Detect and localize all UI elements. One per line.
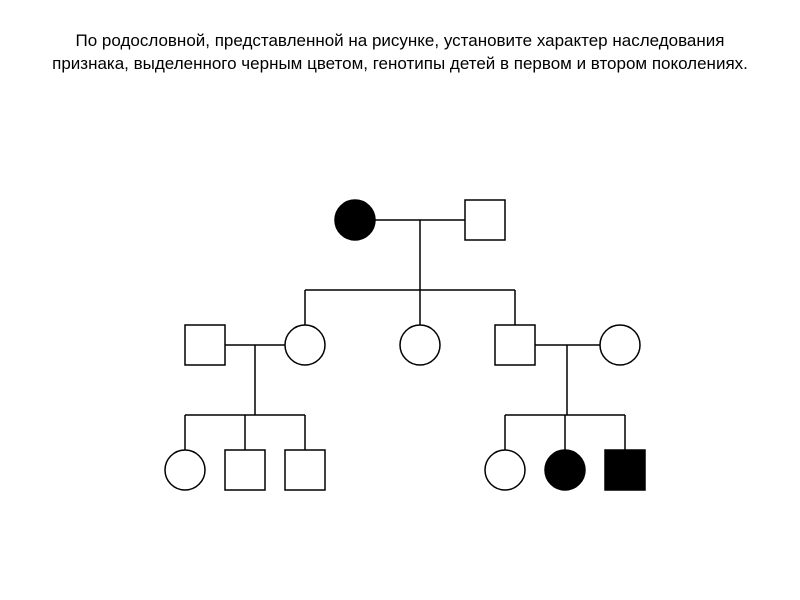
pedigree-node [485, 450, 525, 490]
pedigree-node [225, 450, 265, 490]
pedigree-chart [130, 180, 690, 520]
pedigree-node [605, 450, 645, 490]
pedigree-node [335, 200, 375, 240]
pedigree-node [465, 200, 505, 240]
pedigree-node [285, 325, 325, 365]
pedigree-node [600, 325, 640, 365]
pedigree-node [165, 450, 205, 490]
pedigree-node [285, 450, 325, 490]
pedigree-node [495, 325, 535, 365]
task-text: По родословной, представленной на рисунк… [50, 30, 750, 76]
pedigree-node [185, 325, 225, 365]
pedigree-node [400, 325, 440, 365]
pedigree-node [545, 450, 585, 490]
